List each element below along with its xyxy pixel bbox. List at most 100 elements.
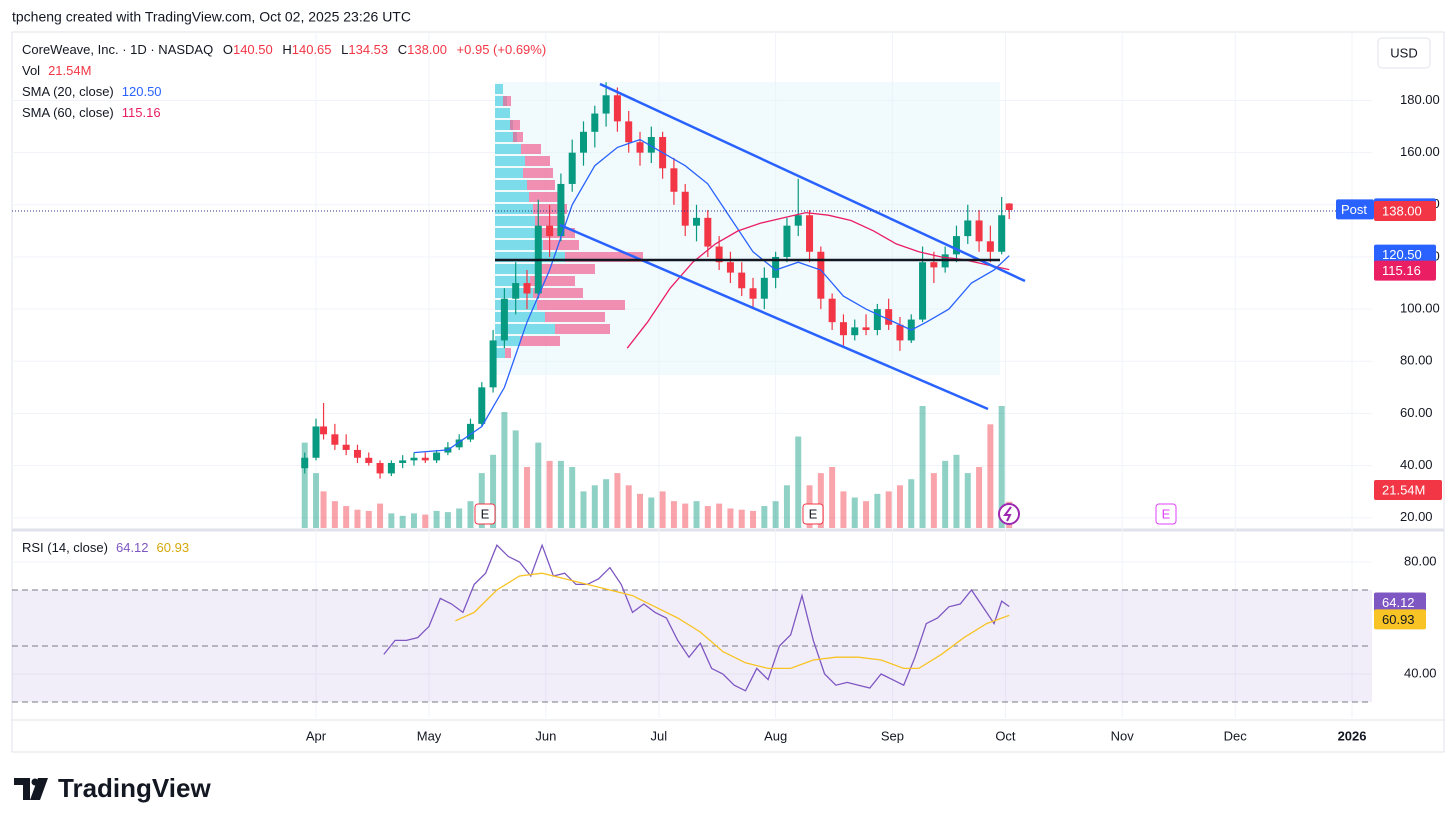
volume-bar — [829, 467, 836, 528]
candle-body — [399, 460, 407, 463]
candle-body — [681, 191, 689, 226]
post-label: Post — [1341, 202, 1367, 217]
candle-body — [320, 426, 328, 435]
rsi-tick-label: 40.00 — [1404, 665, 1437, 680]
price-badge-label: 138.00 — [1382, 203, 1422, 218]
candle-body — [568, 152, 576, 184]
volume-bar — [490, 454, 497, 528]
volume-bar — [422, 514, 429, 528]
header: tpcheng created with TradingView.com, Oc… — [12, 9, 411, 25]
volume — [301, 406, 1013, 528]
volume-bar — [998, 406, 1005, 528]
candle-body — [975, 220, 983, 242]
earnings-icon[interactable] — [474, 503, 496, 525]
candle-body — [433, 452, 441, 461]
volume-bar — [863, 501, 870, 528]
volume-bar — [987, 424, 994, 528]
volume-bar — [648, 497, 655, 528]
volume-bar — [682, 503, 689, 528]
brand-name: TradingView — [58, 773, 211, 803]
earnings-icon[interactable] — [802, 503, 824, 525]
candle-body — [580, 131, 588, 153]
quote-key: H — [282, 42, 291, 57]
candle-body — [331, 434, 339, 445]
volume-bar — [637, 493, 644, 528]
logo-mark — [14, 778, 48, 800]
candle-body — [365, 457, 373, 463]
drawings — [12, 82, 1372, 411]
rsi-name: RSI (14, close) — [22, 540, 108, 555]
quote-key: L — [341, 42, 348, 57]
candle-body — [873, 309, 881, 330]
y-tick-label: 180.00 — [1400, 92, 1440, 107]
vol-badge-label: 21.54M — [1382, 482, 1425, 497]
candle-body — [828, 298, 836, 323]
candle-body — [726, 262, 734, 273]
candle-body — [466, 423, 474, 440]
volume-bar — [614, 473, 621, 528]
currency: USD — [1390, 45, 1417, 60]
volume-bar — [874, 493, 881, 528]
volume-bar — [512, 430, 519, 528]
volume-bar — [670, 501, 677, 528]
currency-button[interactable] — [1377, 37, 1431, 69]
earnings-icon[interactable] — [1155, 503, 1177, 525]
legend-rsi: RSI (14, close) 64.12 60.93 — [22, 540, 189, 555]
earnings-label: E — [481, 506, 490, 521]
brand-logo: TradingView — [14, 773, 211, 803]
candle-body — [478, 387, 486, 424]
quote-value: 140.65 — [292, 42, 332, 57]
grid — [12, 32, 1372, 718]
volume-bar — [354, 509, 361, 528]
candle-body — [896, 324, 904, 341]
volume-bar — [603, 479, 610, 528]
candle-body — [387, 462, 395, 474]
x-tick-label: 2026 — [1338, 728, 1367, 743]
vol-value: 21.54M — [48, 63, 91, 78]
candle-body — [455, 439, 463, 448]
y-tick-label: 40.00 — [1400, 457, 1433, 472]
volume-bar — [659, 491, 666, 528]
quote-key: O — [223, 42, 233, 57]
post-badge — [1336, 199, 1374, 220]
candle-body — [512, 283, 520, 299]
legend-sma60: SMA (60, close) 115.16 — [22, 105, 161, 120]
price-badge-label: 120.50 — [1382, 247, 1422, 262]
volume-bar — [546, 460, 553, 528]
vol-name: Vol — [22, 63, 40, 78]
candle-body — [636, 142, 644, 153]
candle-body — [625, 121, 633, 143]
x-tick-label: Jun — [535, 728, 556, 743]
candle-body — [500, 298, 508, 341]
volume-bar — [704, 506, 711, 528]
trendline-upper — [599, 82, 1026, 283]
quote-key: C — [398, 42, 407, 57]
candle-body — [693, 217, 701, 226]
volume-bar — [942, 460, 949, 528]
volume-bar — [331, 501, 338, 528]
candle-body — [557, 183, 565, 237]
price-pane — [301, 82, 1013, 479]
rsi-ma-value: 60.93 — [157, 540, 190, 555]
volume-bar — [919, 406, 926, 528]
candle-body — [704, 217, 712, 247]
rsi-pane — [12, 543, 1372, 703]
volume-bar — [535, 442, 542, 528]
sma-value: 115.16 — [122, 105, 161, 120]
candle-body — [546, 225, 554, 237]
candle-body — [817, 251, 825, 299]
candle-body — [862, 327, 870, 330]
sma-line — [626, 211, 1010, 349]
quote-value: 140.50 — [233, 42, 273, 57]
chart-frame — [11, 31, 1445, 753]
candle-body — [986, 241, 994, 252]
candle-body — [952, 236, 960, 255]
symbol: CoreWeave, Inc. · 1D · NASDAQ — [22, 42, 213, 57]
volume-bar — [896, 485, 903, 528]
volume-bar — [964, 473, 971, 528]
candle-body — [591, 113, 599, 132]
earnings-label: E — [809, 506, 818, 521]
volume-bar — [313, 473, 320, 528]
x-tick-label: Dec — [1224, 728, 1248, 743]
quote-value: 138.00 — [407, 42, 447, 57]
